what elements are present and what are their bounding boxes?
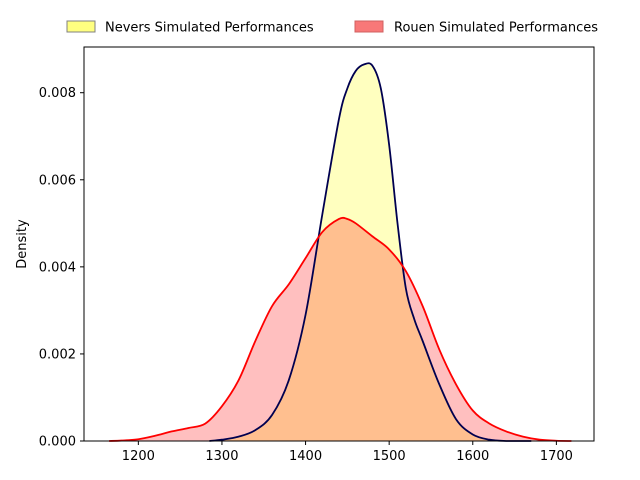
y-axis: 0.000 0.002 0.004 0.006 0.008 <box>39 86 84 450</box>
y-tick-label: 0.002 <box>39 347 76 362</box>
series-fill-1 <box>209 63 532 441</box>
series-layer <box>109 62 572 442</box>
x-tick-label: 1400 <box>289 449 322 464</box>
legend-label-1: Nevers Simulated Performances <box>105 21 314 36</box>
y-axis-title: Density <box>15 219 30 269</box>
legend-swatch-2 <box>354 20 384 33</box>
x-tick-label: 1700 <box>540 449 573 464</box>
series-line-2 <box>109 216 572 442</box>
legend: Nevers Simulated Performances Rouen Simul… <box>66 20 598 36</box>
plot-frame <box>83 46 595 442</box>
legend-item-2: Rouen Simulated Performances <box>354 20 598 36</box>
x-tick-label: 1600 <box>456 449 489 464</box>
y-tick-label: 0.006 <box>39 173 76 188</box>
x-axis: 1200 1300 1400 1500 1600 1700 <box>122 441 573 464</box>
y-tick-label: 0.004 <box>39 260 76 275</box>
x-tick-label: 1500 <box>373 449 406 464</box>
legend-item-1: Nevers Simulated Performances <box>66 20 314 36</box>
series-fill-2 <box>109 217 572 441</box>
x-tick-label: 1200 <box>122 449 155 464</box>
series-line-1 <box>209 62 532 442</box>
legend-label-2: Rouen Simulated Performances <box>394 21 598 36</box>
y-tick-label: 0.008 <box>39 86 76 101</box>
x-tick-label: 1300 <box>205 449 238 464</box>
y-tick-label: 0.000 <box>39 435 76 450</box>
legend-swatch-1 <box>66 20 96 33</box>
plot-area: 1200 1300 1400 1500 1600 1700 0.000 0.002 0.004… <box>39 46 595 464</box>
